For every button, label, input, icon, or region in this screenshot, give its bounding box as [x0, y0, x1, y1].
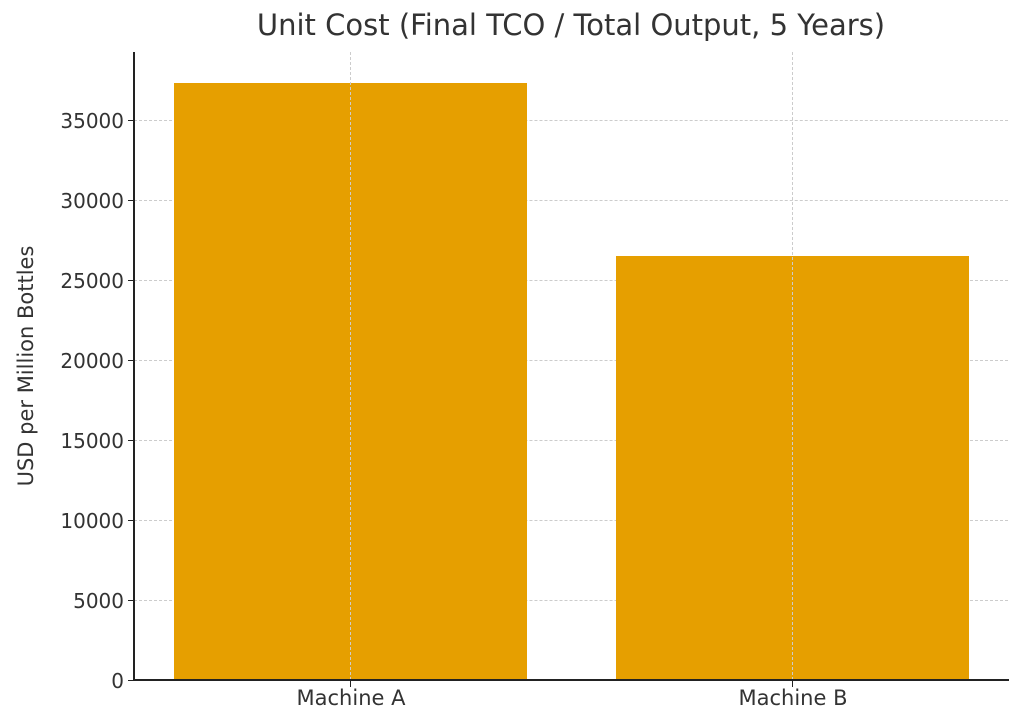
chart-title: Unit Cost (Final TCO / Total Output, 5 Y… — [256, 8, 886, 42]
y-tick-mark — [128, 680, 134, 681]
y-tick-mark — [128, 200, 134, 201]
y-tick-label: 30000 — [60, 189, 124, 213]
y-tick-label: 15000 — [60, 429, 124, 453]
gridline-10000 — [134, 520, 1008, 521]
y-tick-label: 5000 — [73, 589, 124, 613]
y-tick-label: 0 — [111, 669, 124, 693]
gridline-20000 — [134, 360, 1008, 361]
gridline-15000 — [134, 440, 1008, 441]
x-tick-label-machine-b: Machine B — [738, 686, 848, 710]
y-axis-label: USD per Million Bottles — [14, 245, 38, 487]
x-axis-line — [133, 679, 1009, 681]
x-tick-mark — [350, 681, 351, 687]
y-tick-label: 25000 — [60, 269, 124, 293]
plot-area — [134, 52, 1008, 680]
gridline-machine-a — [350, 52, 351, 680]
y-tick-label: 10000 — [60, 509, 124, 533]
y-tick-mark — [128, 120, 134, 121]
gridline-5000 — [134, 600, 1008, 601]
gridline-25000 — [134, 280, 1008, 281]
gridline-machine-b — [792, 52, 793, 680]
x-tick-label-machine-a: Machine A — [296, 686, 406, 710]
gridline-35000 — [134, 120, 1008, 121]
y-tick-label: 20000 — [60, 349, 124, 373]
y-tick-mark — [128, 520, 134, 521]
y-tick-mark — [128, 440, 134, 441]
y-tick-label: 35000 — [60, 109, 124, 133]
y-axis-line — [133, 52, 135, 681]
y-tick-mark — [128, 280, 134, 281]
gridline-30000 — [134, 200, 1008, 201]
y-tick-mark — [128, 360, 134, 361]
x-tick-mark — [792, 681, 793, 687]
y-tick-mark — [128, 600, 134, 601]
